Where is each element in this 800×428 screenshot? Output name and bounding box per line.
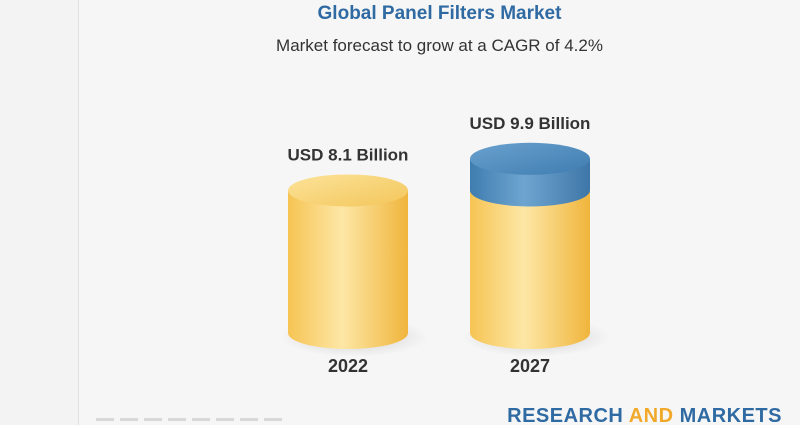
left-panel — [0, 0, 79, 425]
value-label-2027: USD 9.9 Billion — [470, 114, 591, 133]
brand-word-markets: MARKETS — [673, 405, 782, 427]
brand-word-and: AND — [628, 405, 674, 427]
chart-card — [79, 0, 800, 425]
bar-2027-top — [470, 142, 590, 175]
fine-print — [96, 418, 286, 421]
bar-2027-base — [470, 190, 590, 349]
category-label-2022: 2022 — [328, 356, 368, 376]
category-label-2027: 2027 — [510, 356, 550, 376]
chart-title: Global Panel Filters Market — [317, 3, 562, 24]
bar-2022-top — [288, 174, 408, 207]
value-label-2022: USD 8.1 Billion — [288, 145, 409, 164]
brand-logo: RESEARCH AND MARKETS — [507, 405, 782, 428]
bar-2022-base — [288, 190, 408, 349]
chart-subtitle: Market forecast to grow at a CAGR of 4.2… — [276, 36, 603, 55]
brand-word-research: RESEARCH — [507, 405, 629, 427]
